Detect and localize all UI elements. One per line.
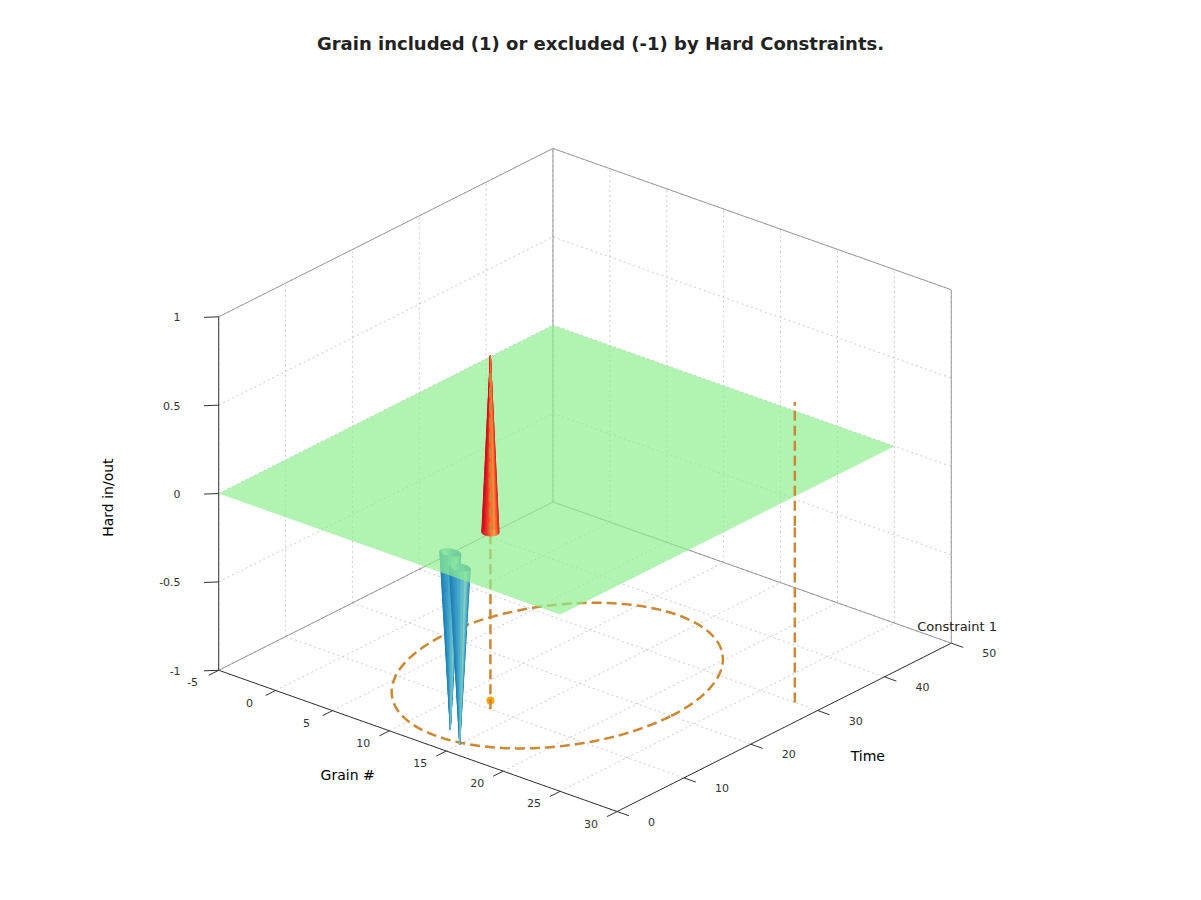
spike (487, 356, 490, 536)
grid-line (219, 148, 553, 316)
grid-line (446, 583, 780, 751)
z-tick-label: 0 (174, 488, 181, 501)
y-axis-title: Time (850, 748, 885, 764)
z-tick (204, 316, 219, 318)
annotation: Constraint 1 (917, 619, 997, 634)
y-tick (751, 744, 763, 748)
x-tick-label: 15 (413, 757, 427, 770)
spike (460, 566, 470, 744)
x-tick (266, 690, 276, 695)
spike (460, 571, 467, 744)
x-tick-label: 10 (356, 737, 370, 750)
x-axis-domain (219, 670, 617, 811)
z-tick (204, 493, 219, 495)
z-tick-label: -0.5 (159, 576, 180, 589)
pane-edge (951, 290, 952, 643)
y-tick-label: 50 (982, 647, 996, 660)
x-tick-label: 0 (246, 697, 253, 710)
x-tick (379, 731, 389, 736)
x-tick-label: 25 (527, 797, 541, 810)
pane-edge (553, 148, 951, 289)
spike (485, 356, 490, 536)
grid-line (219, 670, 617, 811)
plot-area (219, 325, 895, 748)
grid-line (560, 623, 894, 791)
x-axis-title: Grain # (321, 767, 375, 783)
y-tick-label: 30 (849, 715, 863, 728)
z-tick-label: -1 (170, 665, 181, 678)
x-tick (436, 751, 446, 756)
grid-line (419, 569, 817, 710)
axes: -5 0 5 10 15 20 25 30 0 10 20 30 40 50 -1 -0.5 0 0.5 1 (159, 311, 996, 830)
x-tick (493, 771, 503, 776)
spike (460, 569, 471, 745)
y-tick (951, 643, 963, 647)
grid-line (617, 643, 951, 811)
z-tick (204, 405, 219, 407)
grid-line (553, 148, 951, 289)
title: Grain included (1) or excluded (-1) by H… (317, 33, 884, 54)
x-tick-label: 20 (470, 777, 484, 790)
grid-line (352, 603, 750, 744)
grid-line (286, 637, 684, 778)
spike (460, 567, 471, 744)
x-tick (550, 791, 560, 796)
y-tick (617, 812, 629, 816)
axis-frame (219, 148, 952, 811)
grid (219, 148, 952, 811)
x-tick (607, 812, 617, 817)
x-tick (322, 711, 332, 716)
y-tick (684, 778, 696, 782)
y-tick (884, 677, 896, 681)
x-tick-label: 30 (584, 818, 598, 831)
chart: -5 0 5 10 15 20 25 30 0 10 20 30 40 50 -1 -0.5 0 0.5 1 Grai… (0, 0, 1201, 900)
x-tick-label: 5 (303, 717, 310, 730)
y-tick-label: 20 (782, 748, 796, 761)
spike (490, 356, 497, 536)
plane (219, 325, 895, 614)
spike (460, 571, 469, 745)
spike (490, 356, 493, 536)
vertical-line (489, 373, 492, 532)
vertical-line (794, 526, 797, 703)
y-tick-label: 0 (648, 816, 655, 829)
z-axis-title: Hard in/out (100, 458, 116, 537)
vertical-line (794, 402, 797, 526)
x-tick-label: -5 (187, 676, 198, 689)
z-tick (204, 581, 219, 583)
z-tick-label: 1 (174, 311, 181, 324)
y-axis-domain (617, 643, 951, 811)
y-tick-label: 10 (715, 782, 729, 795)
z-tick (204, 670, 219, 672)
grid-line (951, 290, 952, 643)
spike (460, 570, 470, 744)
z-tick-label: 0.5 (163, 400, 181, 413)
spike (483, 356, 490, 535)
spike (490, 356, 495, 536)
y-tick-label: 40 (916, 681, 930, 694)
ellipse (392, 603, 723, 749)
y-tick (818, 711, 830, 715)
spike (460, 572, 464, 745)
pane-edge (219, 148, 553, 316)
